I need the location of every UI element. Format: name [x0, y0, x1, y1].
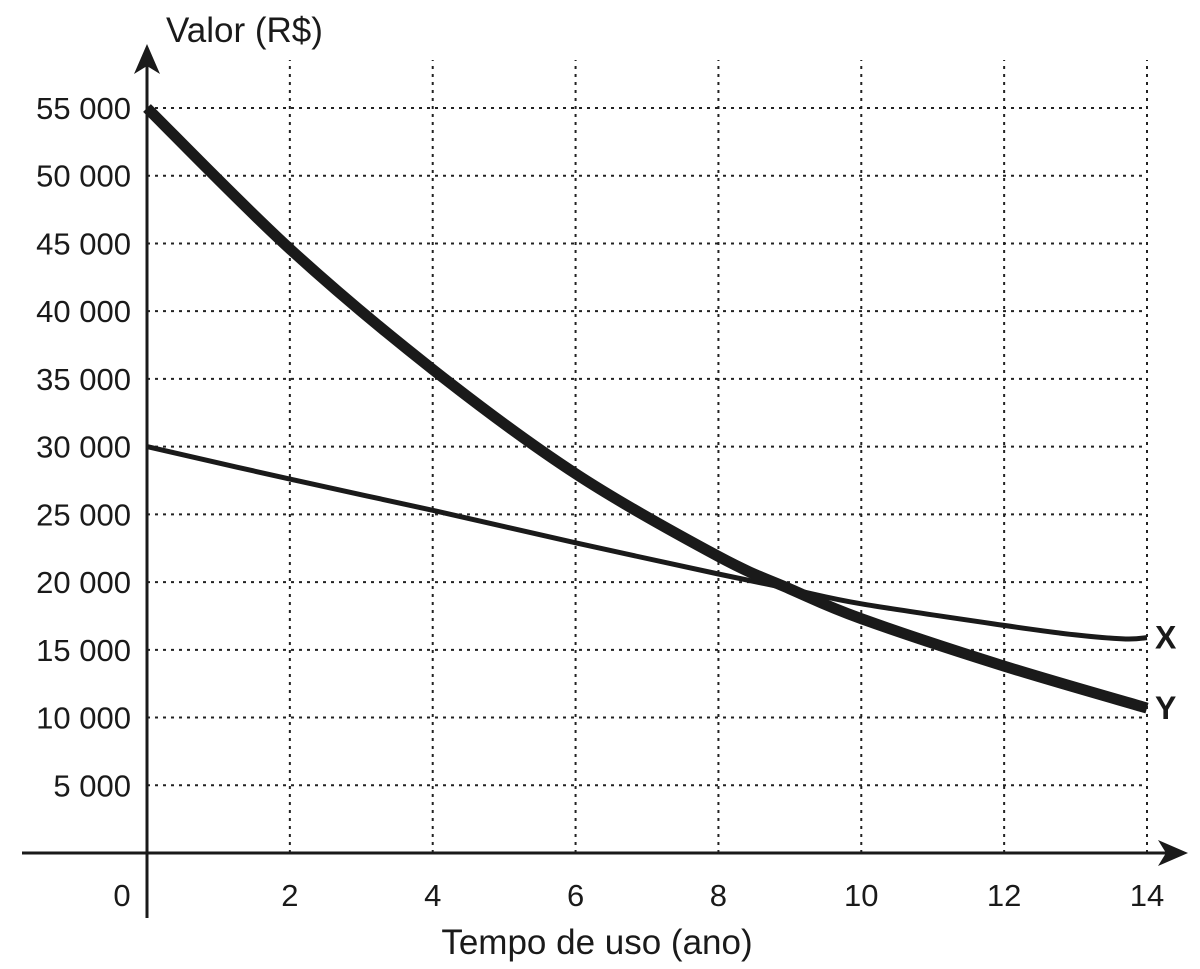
series-line-y: [143, 104, 1149, 714]
series-lines: [143, 104, 1149, 714]
y-tick-label: 5 000: [53, 768, 131, 803]
y-axis-title: Valor (R$): [166, 11, 323, 50]
y-tick-label: 25 000: [36, 497, 131, 532]
x-tick-label: 14: [1130, 878, 1164, 913]
x-axis-arrow-icon: [1158, 840, 1188, 866]
y-tick-label: 40 000: [36, 294, 131, 329]
y-tick-label: 35 000: [36, 362, 131, 397]
series-line-x: [146, 444, 1148, 642]
y-tick-label: 55 000: [36, 91, 131, 126]
x-axis-title: Tempo de uso (ano): [441, 923, 752, 962]
y-axis-arrow-icon: [134, 44, 160, 74]
x-tick-labels: 0 2 4 6 8 10 12 14: [113, 878, 1164, 913]
x-tick-label: 4: [424, 878, 441, 913]
series-label-y: Y: [1155, 690, 1176, 726]
y-tick-label: 50 000: [36, 159, 131, 194]
y-tick-label: 15 000: [36, 633, 131, 668]
y-tick-labels: 5 000 10 000 15 000 20 000 25 000 30 000 35 00…: [36, 91, 131, 803]
y-tick-label: 20 000: [36, 565, 131, 600]
y-tick-label: 30 000: [36, 430, 131, 465]
y-tick-label: 10 000: [36, 701, 131, 736]
x-tick-label: 12: [987, 878, 1021, 913]
x-tick-label: 2: [281, 878, 298, 913]
x-tick-label: 8: [710, 878, 727, 913]
grid: [147, 60, 1148, 853]
axes: [22, 44, 1188, 918]
series-label-x: X: [1155, 620, 1177, 656]
series-labels: XY: [1155, 620, 1177, 726]
x-tick-label: 10: [844, 878, 878, 913]
x-tick-label: 6: [567, 878, 584, 913]
y-tick-label: 45 000: [36, 226, 131, 261]
x-tick-label: 0: [113, 878, 130, 913]
